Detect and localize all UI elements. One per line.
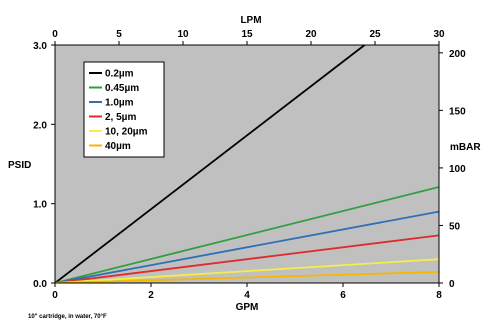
- x2-tick-label: 30: [433, 29, 445, 40]
- x2-tick-label: 20: [305, 29, 317, 40]
- x-tick-label: 2: [148, 290, 154, 301]
- x2-tick-label: 10: [177, 29, 189, 40]
- legend-box: [83, 61, 165, 158]
- x2-tick-label: 5: [116, 29, 122, 40]
- legend: 0.2µm 0.45µm 1.0µm 2, 5µm 10, 20µm 40µm: [83, 61, 165, 158]
- y2-tick-label: 50: [449, 221, 461, 232]
- y2-tick-label: 200: [449, 49, 466, 60]
- series-line-2: [55, 186, 439, 283]
- x-tick-label: 6: [340, 290, 346, 301]
- x-tick-label: 8: [436, 290, 442, 301]
- legend-label-3: 1.0µm: [105, 98, 134, 109]
- series-line-6: [55, 271, 439, 283]
- y-tick-label: 0.0: [33, 279, 47, 290]
- y2-tick-label: 0: [449, 279, 455, 290]
- x-tick-label: 0: [52, 290, 58, 301]
- series-line-4: [55, 234, 439, 283]
- x2-axis-title: LPM: [240, 15, 261, 26]
- axes: 0 2 4 6 8 GPM 0 5 10 15 20 25 30 LPM 0.0 1.0 2.0 3.0 PSID 0…: [8, 15, 481, 320]
- series-line-3: [55, 210, 439, 283]
- y-tick-label: 3.0: [33, 41, 47, 52]
- y-tick-label: 2.0: [33, 120, 47, 131]
- y-axis-title: PSID: [8, 160, 31, 171]
- x-axis-title: GPM: [236, 302, 259, 313]
- y2-tick-label: 150: [449, 106, 466, 117]
- y-tick-label: 1.0: [33, 200, 47, 211]
- x2-tick-label: 25: [369, 29, 381, 40]
- legend-label-4: 2, 5µm: [105, 112, 136, 123]
- series-line-5: [55, 258, 439, 283]
- legend-label-6: 40µm: [105, 141, 131, 152]
- legend-label-5: 10, 20µm: [105, 127, 148, 138]
- y2-axis-title: mBAR: [450, 142, 481, 153]
- x2-tick-label: 15: [241, 29, 253, 40]
- footnote: 10" cartridge, in water, 70°F: [28, 314, 107, 320]
- legend-label-2: 0.45µm: [105, 83, 139, 94]
- series-group: [55, 45, 439, 283]
- x-tick-label: 4: [244, 290, 250, 301]
- series-line-1: [55, 45, 366, 283]
- y2-tick-label: 100: [449, 164, 466, 175]
- legend-label-1: 0.2µm: [105, 69, 134, 80]
- x2-tick-label: 0: [52, 29, 58, 40]
